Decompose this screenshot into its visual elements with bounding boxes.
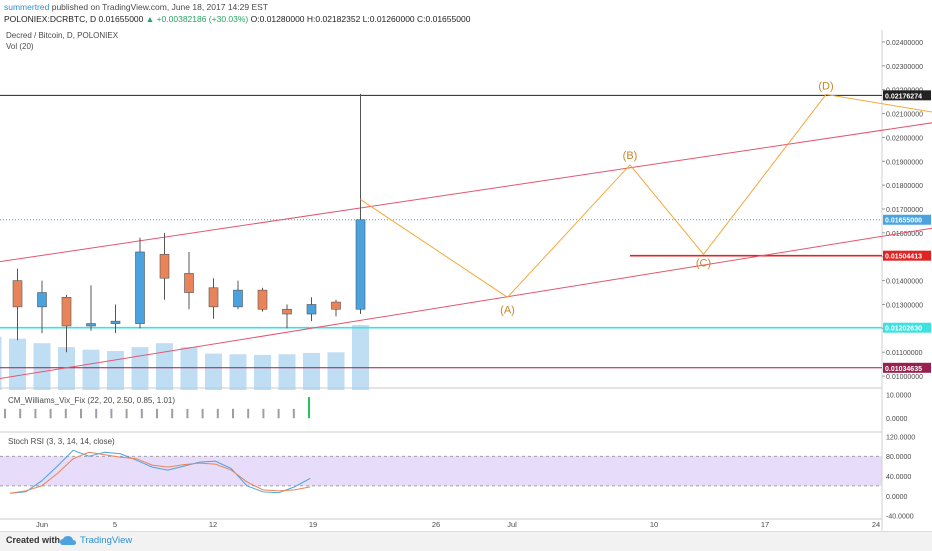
candle-body xyxy=(307,304,316,314)
wvf-bar xyxy=(126,409,128,418)
volume-bar xyxy=(83,350,100,390)
wvf-bar xyxy=(202,409,204,418)
x-axis-label: Jun xyxy=(36,520,48,529)
candle-body xyxy=(62,297,71,326)
wvf-bar xyxy=(171,409,173,418)
volume-bar xyxy=(303,353,320,390)
stoch-title: Stoch RSI (3, 3, 14, 14, close) xyxy=(8,437,115,446)
level-price-tag: 0.02176274 xyxy=(885,93,922,100)
wave-label: (D) xyxy=(818,80,833,92)
wvf-bar xyxy=(156,409,158,418)
wvf-y-tick: 0.0000 xyxy=(886,416,908,423)
candle-body xyxy=(136,252,145,324)
volume-bar xyxy=(9,339,26,390)
level-price-tag: 0.01504413 xyxy=(885,254,922,261)
volume-bar xyxy=(205,354,222,390)
wvf-bar xyxy=(186,409,188,418)
y-tick-label: 0.02300000 xyxy=(886,64,923,71)
created-with-text: Created with xyxy=(6,535,60,545)
x-axis-label: 19 xyxy=(309,520,317,529)
x-axis-label: 12 xyxy=(209,520,217,529)
tradingview-cloud-icon xyxy=(60,535,76,547)
y-tick-label: 0.01900000 xyxy=(886,159,923,166)
candle-body xyxy=(185,273,194,292)
y-tick-label: 0.01100000 xyxy=(886,350,923,357)
volume-bar xyxy=(0,337,2,390)
candle-body xyxy=(234,290,243,307)
wvf-bar xyxy=(232,409,234,418)
candle-body xyxy=(258,290,267,309)
volume-bar xyxy=(132,347,149,390)
volume-bar xyxy=(279,354,296,390)
level-price-tag: 0.01655000 xyxy=(885,218,922,225)
x-axis-label: 17 xyxy=(761,520,769,529)
x-axis-label: 26 xyxy=(432,520,440,529)
candle-body xyxy=(87,324,96,326)
wvf-bar xyxy=(293,409,295,418)
stoch-band xyxy=(0,456,882,486)
wvf-y-tick: 10.0000 xyxy=(886,393,911,400)
y-tick-label: 0.02100000 xyxy=(886,112,923,119)
candle-body xyxy=(283,309,292,314)
wave-label: (C) xyxy=(696,257,711,269)
candle-body xyxy=(332,302,341,309)
chart-canvas[interactable]: 0.024000000.023000000.022000000.02100000… xyxy=(0,0,932,531)
wvf-title: CM_Williams_Vix_Fix (22, 20, 2.50, 0.85,… xyxy=(8,396,175,405)
candle-body xyxy=(209,288,218,307)
volume-bar xyxy=(181,347,198,390)
wvf-bar xyxy=(80,409,82,418)
x-axis-label: 5 xyxy=(113,520,117,529)
wvf-bar xyxy=(141,409,143,418)
wvf-bar xyxy=(34,409,36,418)
wvf-bar xyxy=(110,409,112,418)
volume-bar xyxy=(254,355,271,390)
channel-upper-line xyxy=(0,51,932,263)
candle-body xyxy=(111,321,120,323)
main-pane-title: Decred / Bitcoin, D, POLONIEX xyxy=(6,31,119,40)
y-tick-label: 0.01300000 xyxy=(886,302,923,309)
y-tick-label: 0.01000000 xyxy=(886,374,923,381)
stoch-y-tick: 40.0000 xyxy=(886,474,911,481)
candle-body xyxy=(13,281,22,307)
volume-label: Vol (20) xyxy=(6,42,34,51)
volume-bar xyxy=(352,325,369,390)
volume-bar xyxy=(328,352,345,390)
stoch-y-tick: -40.0000 xyxy=(886,514,914,521)
wvf-bar xyxy=(278,409,280,418)
wvf-bar xyxy=(247,409,249,418)
x-axis-label: 24 xyxy=(872,520,880,529)
wave-label: (B) xyxy=(623,150,638,162)
x-axis-label: 10 xyxy=(650,520,658,529)
wvf-bar xyxy=(262,409,264,418)
wave-projection-line xyxy=(361,94,932,297)
y-tick-label: 0.01700000 xyxy=(886,207,923,214)
volume-bar xyxy=(107,351,124,390)
y-tick-label: 0.02400000 xyxy=(886,40,923,47)
wvf-bar xyxy=(19,409,21,418)
y-tick-label: 0.02000000 xyxy=(886,135,923,142)
level-price-tag: 0.01034635 xyxy=(885,366,922,373)
wvf-bar xyxy=(308,397,310,418)
y-tick-label: 0.01400000 xyxy=(886,279,923,286)
wvf-bar xyxy=(217,409,219,418)
volume-bar xyxy=(230,354,247,390)
tradingview-brand[interactable]: TradingView xyxy=(80,535,132,546)
y-tick-label: 0.01800000 xyxy=(886,183,923,190)
stoch-y-tick: 0.0000 xyxy=(886,494,908,501)
volume-bar xyxy=(34,343,51,390)
x-axis-label: Jul xyxy=(507,520,517,529)
wvf-bar xyxy=(4,409,6,418)
level-price-tag: 0.01202630 xyxy=(885,326,922,333)
footer-bar: Created with TradingView xyxy=(0,531,932,551)
candle-body xyxy=(356,220,365,309)
stoch-y-tick: 120.0000 xyxy=(886,434,915,441)
wvf-bar xyxy=(65,409,67,418)
candle-body xyxy=(38,293,47,307)
candle-body xyxy=(160,254,169,278)
wvf-bar xyxy=(95,409,97,418)
wave-label: (A) xyxy=(500,304,515,316)
volume-bar xyxy=(156,343,173,390)
wvf-bar xyxy=(50,409,52,418)
stoch-y-tick: 80.0000 xyxy=(886,454,911,461)
